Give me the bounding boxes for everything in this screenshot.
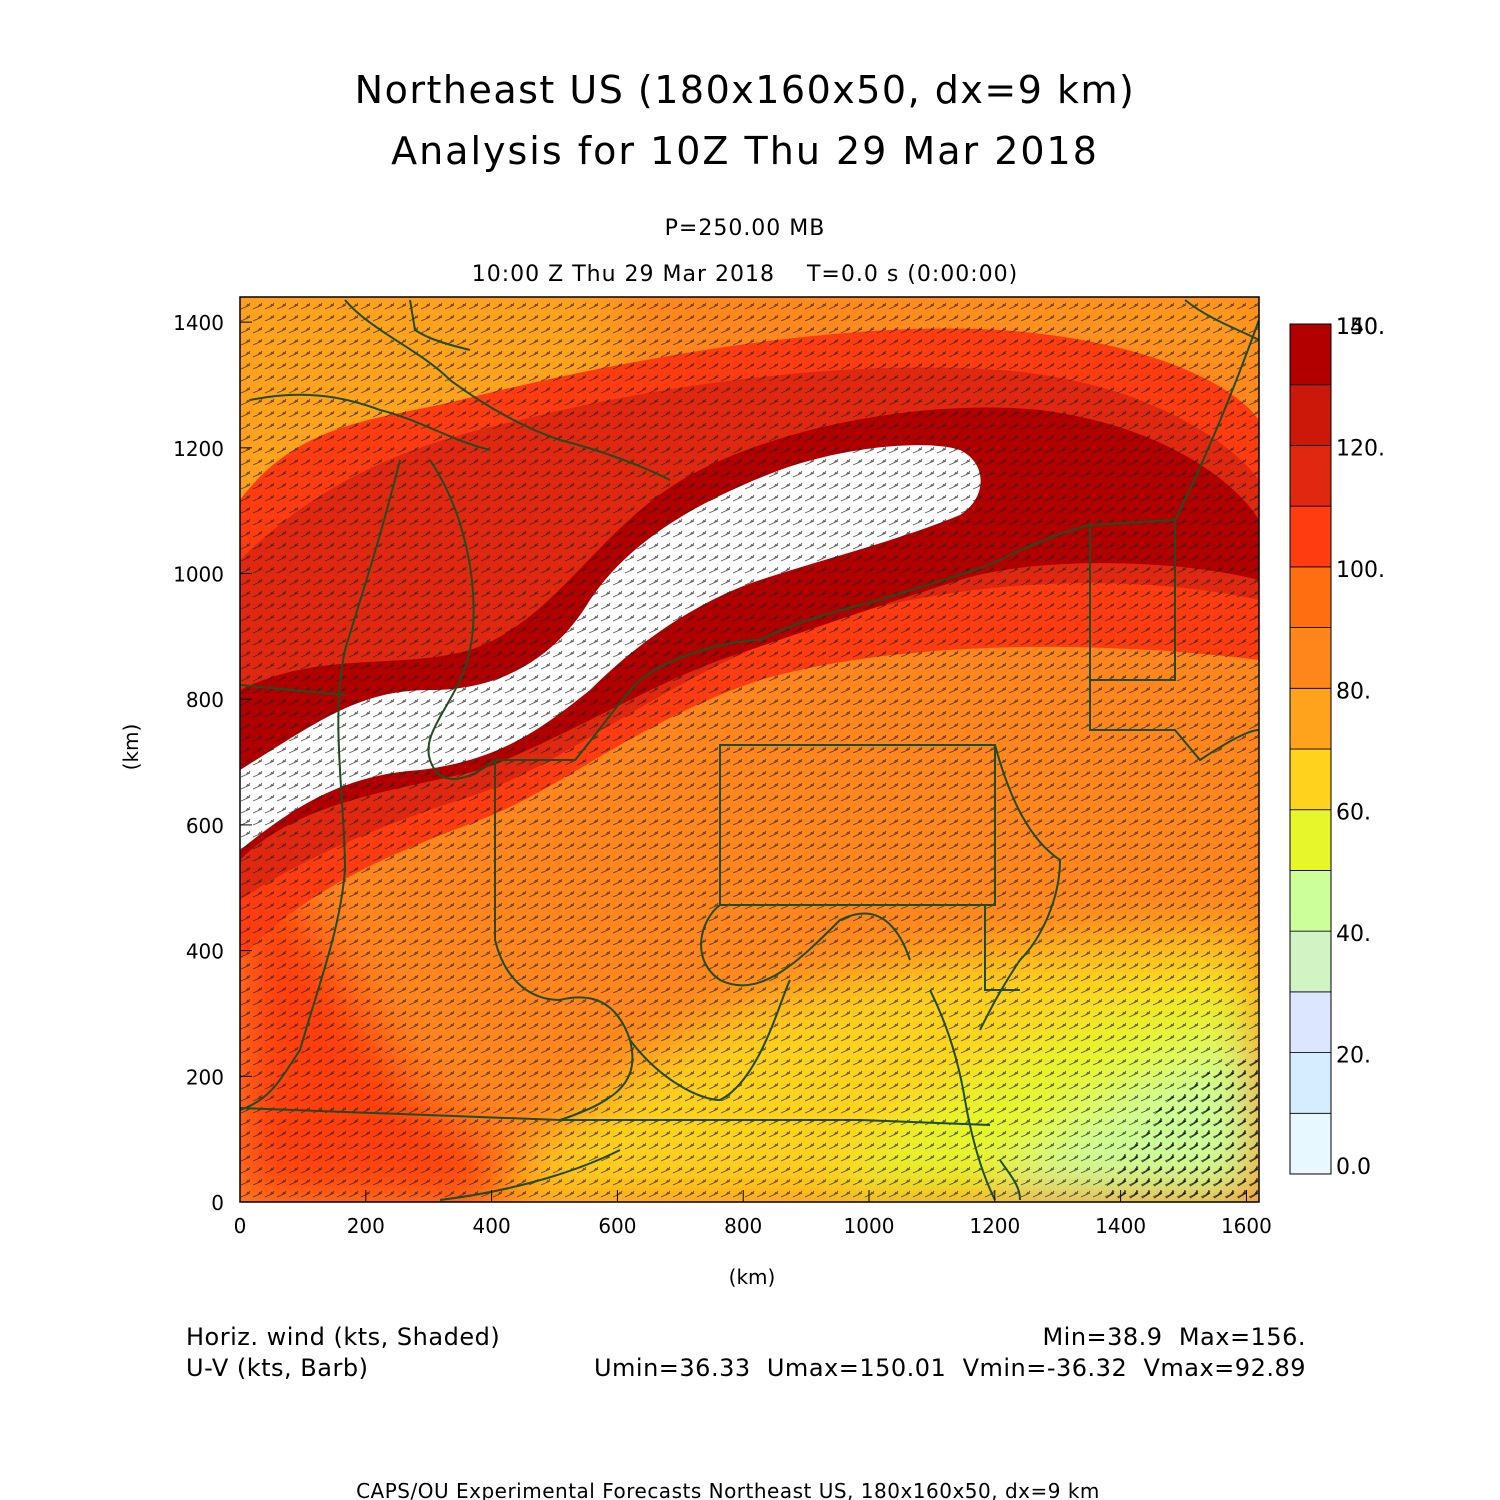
x-tick-label: 800 [724, 1214, 762, 1238]
y-tick-label: 1200 [173, 437, 224, 461]
footer-uv-stats: Umin=36.33 Umax=150.01 Vmin=-36.32 Vmax=… [594, 1354, 1306, 1382]
footer-field-barb: U-V (kts, Barb) [186, 1354, 368, 1382]
colorbar-labels: 0.0 20. 40. 60. 80. 100. 120. 140.150. [1336, 315, 1385, 1180]
colorbar-segment [1289, 748, 1332, 811]
colorbar-segment [1289, 687, 1332, 750]
footer-credit: CAPS/OU Experimental Forecasts Northeast… [356, 1479, 1100, 1500]
colorbar-segment [1289, 991, 1332, 1053]
colorbar-segment [1289, 445, 1332, 507]
y-tick-label: 800 [186, 688, 224, 712]
footer-min-max: Min=38.9 Max=156. [1042, 1323, 1306, 1351]
footer-field-shaded: Horiz. wind (kts, Shaded) [186, 1323, 500, 1351]
colorbar-frame [1289, 323, 1332, 1175]
colorbar-label: 120. [1336, 436, 1385, 461]
title-line-2: Analysis for 10Z Thu 29 Mar 2018 [391, 129, 1099, 173]
y-axis: 0 200 400 600 800 1000 1200 1400 [173, 311, 252, 1215]
y-tick-label: 0 [211, 1191, 224, 1215]
plot-frame [239, 296, 1260, 1203]
y-tick-label: 1400 [173, 311, 224, 335]
x-tick-label: 1200 [969, 1214, 1020, 1238]
colorbar-segment [1289, 566, 1332, 628]
colorbar-segment [1289, 930, 1332, 993]
colorbar-label: 20. [1336, 1044, 1371, 1069]
colorbar-segment [1289, 1112, 1332, 1175]
colorbar-label: 100. [1336, 558, 1385, 583]
x-tick-label: 1000 [844, 1214, 895, 1238]
y-axis-label: (km) [119, 724, 143, 771]
colorbar-label: 0.0 [1336, 1155, 1371, 1180]
colorbar-label: 140. [1336, 315, 1385, 340]
level-label: P=250.00 MB [665, 216, 826, 241]
colorbar-segment [1289, 323, 1332, 386]
colorbar-label: 80. [1336, 679, 1371, 704]
colorbar-segment [1289, 627, 1332, 689]
x-tick-label: 1600 [1221, 1214, 1272, 1238]
colorbar-label: 40. [1336, 922, 1371, 947]
colorbar-segment [1289, 870, 1332, 932]
wind-barbs-layer [240, 297, 1259, 1202]
y-tick-label: 200 [186, 1065, 224, 1089]
plot-area [240, 297, 1259, 1202]
y-tick-label: 400 [186, 940, 224, 964]
colorbar-label: 60. [1336, 801, 1371, 826]
x-tick-label: 200 [347, 1214, 385, 1238]
y-tick-label: 1000 [173, 563, 224, 587]
y-tick-label: 600 [186, 814, 224, 838]
colorbar-segment [1289, 1052, 1332, 1114]
title-line-1: Northeast US (180x160x50, dx=9 km) [355, 68, 1136, 112]
x-tick-label: 600 [598, 1214, 636, 1238]
x-tick-label: 1400 [1095, 1214, 1146, 1238]
colorbar [1289, 323, 1332, 1175]
map-boundaries [240, 299, 1259, 1201]
colorbar-label: 150. [1336, 315, 1385, 340]
colorbar-segment [1289, 384, 1332, 446]
x-tick-label: 0 [234, 1214, 247, 1238]
time-label: 10:00 Z Thu 29 Mar 2018 T=0.0 s (0:00:00… [472, 262, 1019, 287]
x-axis-label: (km) [729, 1265, 776, 1289]
x-axis: 0 200 400 600 800 1000 1200 1400 1600 [234, 1190, 1272, 1238]
colorbar-segment [1289, 809, 1332, 871]
x-tick-label: 400 [473, 1214, 511, 1238]
colorbar-segment [1289, 505, 1332, 568]
